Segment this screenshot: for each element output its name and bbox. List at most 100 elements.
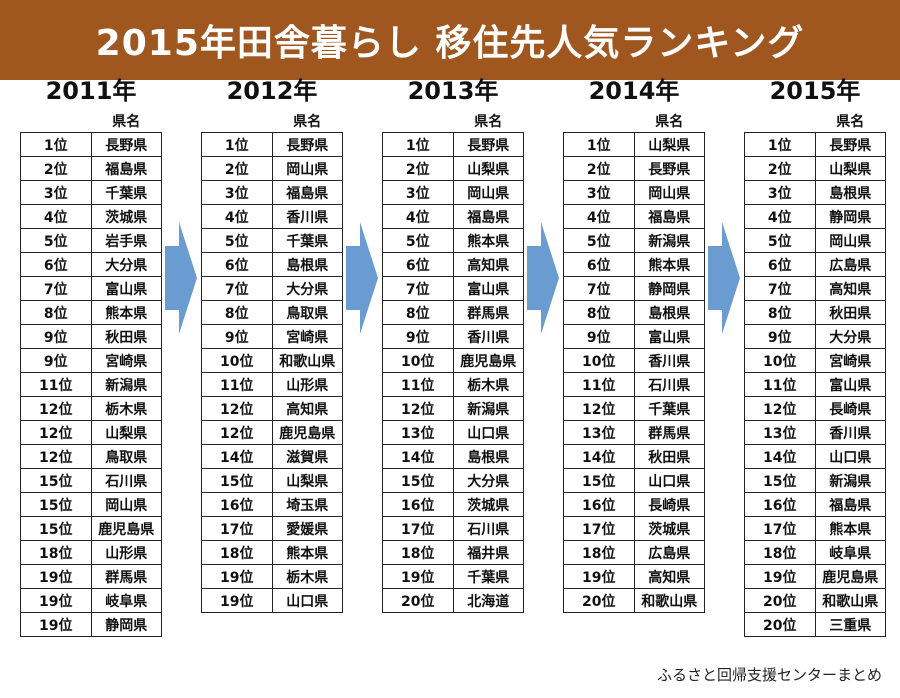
table-row: 15位 岡山県	[20, 492, 162, 517]
rank-cell: 7位	[563, 276, 635, 301]
rank-cell: 9位	[20, 348, 92, 373]
prefecture-cell: 栃木県	[90, 396, 162, 421]
table-row: 19位 鹿児島県	[744, 564, 886, 589]
prefecture-cell: 石川県	[90, 468, 162, 493]
prefecture-cell: 岩手県	[90, 228, 162, 253]
prefecture-cell: 静岡県	[633, 276, 705, 301]
prefecture-cell: 岡山県	[633, 180, 705, 205]
rank-cell: 19位	[20, 588, 92, 613]
table-row: 6位 大分県	[20, 252, 162, 277]
rank-cell: 3位	[201, 180, 273, 205]
prefecture-cell: 埼玉県	[271, 492, 343, 517]
table-row: 17位 愛媛県	[201, 516, 343, 541]
header-rank-cell	[202, 110, 273, 133]
prefecture-cell: 新潟県	[90, 372, 162, 397]
table-row: 19位 山口県	[201, 588, 343, 613]
table-row: 4位 茨城県	[20, 204, 162, 229]
rank-cell: 19位	[20, 564, 92, 589]
prefecture-cell: 富山県	[633, 324, 705, 349]
table-row: 20位 和歌山県	[744, 588, 886, 613]
table-row: 2位 岡山県	[201, 156, 343, 181]
prefecture-cell: 和歌山県	[271, 348, 343, 373]
table-row: 15位 山口県	[563, 468, 705, 493]
rank-cell: 1位	[20, 132, 92, 157]
table-row: 10位 鹿児島県	[382, 348, 524, 373]
table-row: 18位 熊本県	[201, 540, 343, 565]
prefecture-cell: 福井県	[452, 540, 524, 565]
table-row: 5位 熊本県	[382, 228, 524, 253]
prefecture-cell: 静岡県	[814, 204, 886, 229]
table-row: 12位 山梨県	[20, 420, 162, 445]
rank-cell: 11位	[563, 372, 635, 397]
rank-cell: 7位	[744, 276, 816, 301]
rank-cell: 19位	[20, 612, 92, 637]
table-row: 11位 富山県	[744, 372, 886, 397]
rank-cell: 19位	[201, 564, 273, 589]
rank-cell: 19位	[382, 564, 454, 589]
rank-cell: 14位	[744, 444, 816, 469]
prefecture-cell: 富山県	[90, 276, 162, 301]
table-row: 19位 静岡県	[20, 612, 162, 637]
prefecture-cell: 栃木県	[271, 564, 343, 589]
prefecture-cell: 島根県	[452, 444, 524, 469]
rank-cell: 20位	[563, 588, 635, 613]
prefecture-cell: 群馬県	[90, 564, 162, 589]
rank-cell: 1位	[201, 132, 273, 157]
rank-cell: 1位	[563, 132, 635, 157]
source-note: ふるさと回帰支援センターまとめ	[656, 666, 882, 684]
prefecture-cell: 熊本県	[452, 228, 524, 253]
table-row: 13位 香川県	[744, 420, 886, 445]
table-row: 11位 新潟県	[20, 372, 162, 397]
prefecture-cell: 茨城県	[633, 516, 705, 541]
prefecture-cell: 岡山県	[452, 180, 524, 205]
table-row: 9位 宮崎県	[201, 324, 343, 349]
header-prefecture: 県名	[474, 114, 503, 130]
prefecture-cell: 栃木県	[452, 372, 524, 397]
prefecture-cell: 石川県	[633, 372, 705, 397]
prefecture-cell: 山形県	[90, 540, 162, 565]
rank-cell: 12位	[20, 444, 92, 469]
table-row: 10位 和歌山県	[201, 348, 343, 373]
table-row: 16位 茨城県	[382, 492, 524, 517]
table-header-row: 県名	[745, 110, 886, 133]
rank-cell: 17位	[201, 516, 273, 541]
rank-cell: 17位	[744, 516, 816, 541]
table-row: 3位 岡山県	[563, 180, 705, 205]
table-row: 15位 大分県	[382, 468, 524, 493]
rank-cell: 6位	[744, 252, 816, 277]
rank-cell: 3位	[20, 180, 92, 205]
table-row: 12位 新潟県	[382, 396, 524, 421]
prefecture-cell: 島根県	[633, 300, 705, 325]
year-column-3: 2013年 県名 1位 長野県 2位 山梨県 3位 岡山県 4位 福島県 5位 熊本県 6位 高知県 7位富…	[382, 76, 524, 613]
rank-cell: 19位	[201, 588, 273, 613]
table-row: 11位 山形県	[201, 372, 343, 397]
prefecture-cell: 岡山県	[90, 492, 162, 517]
rank-cell: 5位	[201, 228, 273, 253]
table-header-row: 県名	[202, 110, 343, 133]
rank-cell: 18位	[201, 540, 273, 565]
table-row: 7位 大分県	[201, 276, 343, 301]
prefecture-cell: 千葉県	[271, 228, 343, 253]
table-row: 13位 山口県	[382, 420, 524, 445]
rank-cell: 12位	[563, 396, 635, 421]
rank-cell: 12位	[20, 396, 92, 421]
year-label: 2014年	[588, 77, 680, 105]
prefecture-cell: 福島県	[814, 492, 886, 517]
prefecture-cell: 山梨県	[90, 420, 162, 445]
rank-cell: 9位	[744, 324, 816, 349]
prefecture-cell: 群馬県	[633, 420, 705, 445]
prefecture-cell: 宮崎県	[90, 348, 162, 373]
rank-cell: 18位	[563, 540, 635, 565]
table-row: 18位 広島県	[563, 540, 705, 565]
prefecture-cell: 和歌山県	[814, 588, 886, 613]
prefecture-cell: 長野県	[633, 156, 705, 181]
prefecture-cell: 福島県	[633, 204, 705, 229]
table-row: 6位 高知県	[382, 252, 524, 277]
prefecture-cell: 秋田県	[633, 444, 705, 469]
prefecture-cell: 新潟県	[633, 228, 705, 253]
prefecture-cell: 鹿児島県	[271, 420, 343, 445]
table-row: 1位 長野県	[20, 132, 162, 157]
rank-cell: 10位	[744, 348, 816, 373]
prefecture-cell: 香川県	[814, 420, 886, 445]
rank-cell: 2位	[382, 156, 454, 181]
